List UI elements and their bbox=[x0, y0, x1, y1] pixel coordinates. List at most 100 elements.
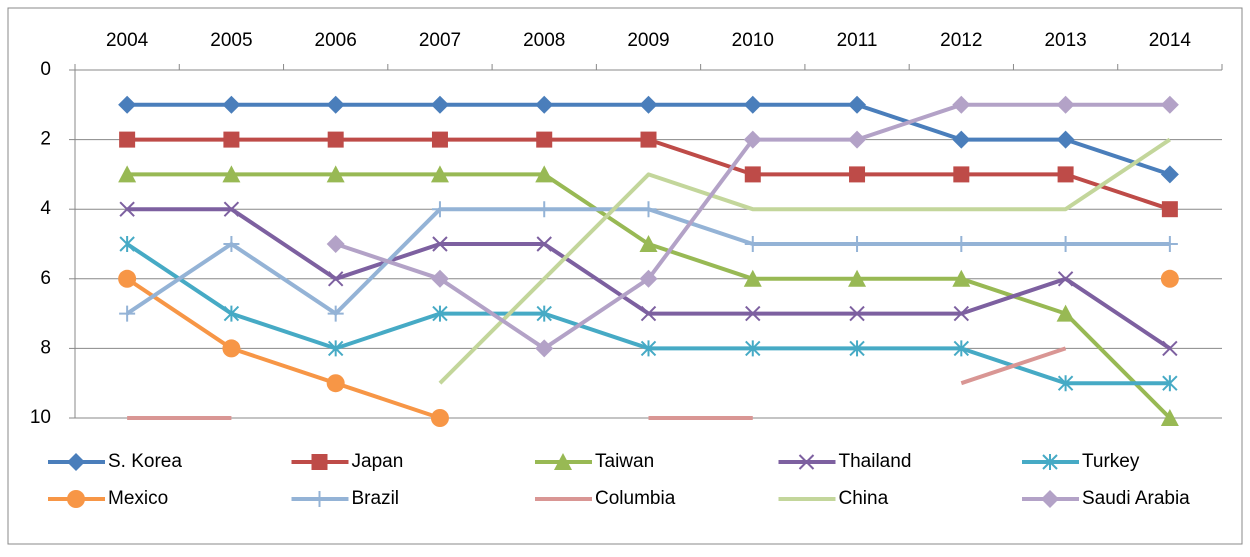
legend-label: Turkey bbox=[1082, 451, 1140, 472]
marker bbox=[743, 95, 762, 114]
legend-label: China bbox=[839, 488, 889, 509]
marker-shape bbox=[849, 340, 865, 357]
marker bbox=[640, 340, 657, 357]
marker bbox=[327, 340, 344, 357]
marker bbox=[745, 305, 761, 322]
marker bbox=[1056, 304, 1075, 322]
marker bbox=[327, 131, 344, 148]
marker-shape bbox=[432, 305, 448, 322]
marker-shape bbox=[1042, 454, 1058, 470]
marker-shape bbox=[118, 165, 137, 183]
marker bbox=[848, 269, 867, 287]
line bbox=[960, 346, 1067, 386]
marker-shape bbox=[848, 269, 867, 287]
marker bbox=[430, 269, 449, 288]
chart-border bbox=[7, 7, 1243, 545]
x-tick-label: 2004 bbox=[106, 30, 149, 51]
marker-shape bbox=[536, 131, 553, 148]
marker bbox=[640, 131, 657, 148]
marker-shape bbox=[430, 269, 449, 288]
marker bbox=[1161, 201, 1178, 218]
marker-shape bbox=[223, 236, 240, 252]
marker bbox=[744, 166, 761, 183]
marker-shape bbox=[535, 339, 554, 358]
line bbox=[438, 137, 1171, 385]
marker bbox=[535, 339, 554, 358]
marker bbox=[326, 95, 345, 114]
marker bbox=[67, 453, 85, 471]
marker-shape bbox=[1162, 340, 1178, 357]
marker bbox=[119, 131, 136, 148]
marker bbox=[1056, 130, 1075, 149]
marker-shape bbox=[1160, 269, 1179, 288]
marker-shape bbox=[1161, 201, 1178, 218]
legend-label: Brazil bbox=[352, 488, 400, 509]
marker bbox=[849, 236, 866, 252]
marker-shape bbox=[849, 236, 866, 252]
legend-entry: S. Korea bbox=[48, 451, 182, 472]
marker-shape bbox=[119, 131, 136, 148]
marker-shape bbox=[1160, 409, 1179, 426]
marker-shape bbox=[1160, 95, 1179, 114]
marker-shape bbox=[326, 235, 345, 253]
marker bbox=[431, 131, 448, 148]
legend-entry: China bbox=[778, 488, 889, 509]
marker-shape bbox=[798, 454, 815, 470]
marker bbox=[536, 305, 552, 322]
marker-shape bbox=[431, 131, 448, 148]
marker-shape bbox=[952, 130, 971, 149]
marker-shape bbox=[1162, 375, 1178, 392]
marker bbox=[952, 130, 971, 149]
marker-shape bbox=[326, 374, 345, 393]
marker bbox=[327, 305, 344, 322]
marker-shape bbox=[431, 201, 448, 218]
marker-shape bbox=[327, 271, 344, 287]
marker-shape bbox=[744, 236, 761, 252]
marker bbox=[640, 201, 657, 218]
marker-shape bbox=[953, 236, 970, 252]
marker bbox=[744, 236, 761, 252]
marker bbox=[326, 374, 345, 393]
marker bbox=[1162, 340, 1178, 357]
marker-shape bbox=[430, 95, 449, 114]
marker-shape bbox=[327, 340, 344, 357]
marker bbox=[326, 165, 345, 183]
marker-shape bbox=[952, 269, 971, 287]
x-tick-label: 2012 bbox=[940, 30, 982, 51]
marker-shape bbox=[848, 130, 867, 149]
marker bbox=[118, 269, 137, 288]
legend-label: Columbia bbox=[595, 488, 676, 509]
marker-shape bbox=[536, 201, 553, 218]
marker-shape bbox=[1057, 375, 1074, 392]
marker bbox=[535, 95, 554, 114]
legend-label: Thailand bbox=[839, 451, 912, 472]
marker bbox=[430, 409, 449, 427]
marker-shape bbox=[952, 95, 971, 114]
marker bbox=[849, 305, 865, 322]
x-tick-label: 2009 bbox=[627, 30, 669, 51]
marker-shape bbox=[223, 201, 240, 217]
marker-shape bbox=[535, 95, 554, 114]
marker-shape bbox=[67, 490, 85, 508]
marker-shape bbox=[119, 236, 135, 252]
marker bbox=[327, 271, 344, 287]
marker bbox=[952, 269, 971, 287]
marker bbox=[953, 166, 970, 183]
marker bbox=[119, 201, 135, 217]
marker bbox=[1160, 269, 1179, 288]
marker-shape bbox=[1041, 490, 1059, 508]
marker bbox=[311, 454, 328, 470]
marker-shape bbox=[849, 166, 866, 183]
marker-shape bbox=[119, 305, 136, 322]
marker bbox=[430, 165, 449, 183]
marker-shape bbox=[222, 95, 241, 114]
legend-entry: Turkey bbox=[1022, 451, 1140, 472]
marker bbox=[118, 165, 137, 183]
marker bbox=[1161, 236, 1178, 252]
marker bbox=[119, 305, 136, 322]
marker-shape bbox=[953, 340, 970, 357]
marker-shape bbox=[639, 269, 658, 288]
marker-shape bbox=[536, 236, 552, 252]
marker-shape bbox=[326, 95, 345, 114]
marker bbox=[743, 130, 762, 149]
